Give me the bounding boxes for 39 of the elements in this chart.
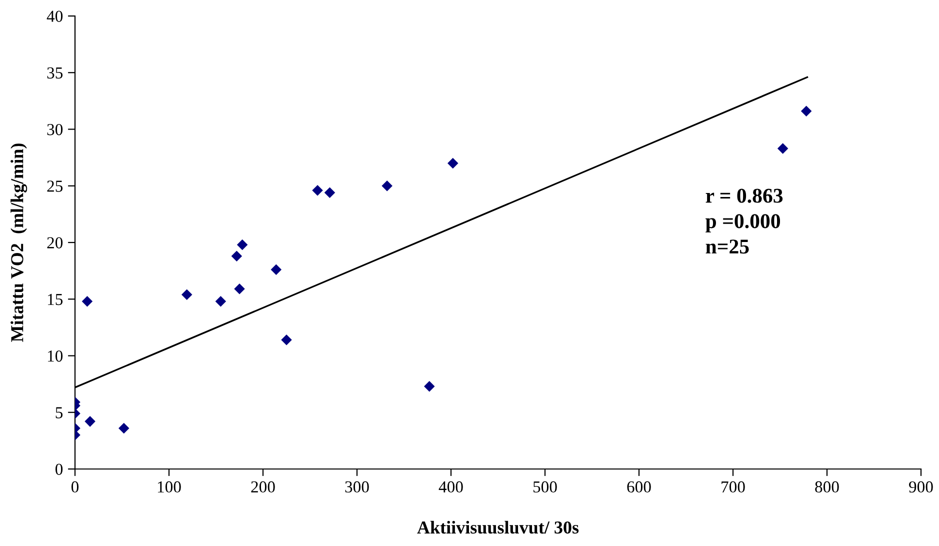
point xyxy=(118,422,130,434)
point xyxy=(231,250,242,262)
point xyxy=(181,289,192,300)
y-tick-label: 35 xyxy=(47,67,63,79)
x-tick-label: 600 xyxy=(627,481,651,493)
y-tick-label: 5 xyxy=(56,407,63,418)
point xyxy=(82,296,93,307)
x-tick-label: 0 xyxy=(71,481,79,493)
point xyxy=(270,264,282,276)
point xyxy=(324,187,336,198)
point xyxy=(281,334,292,346)
point xyxy=(424,380,435,392)
y-tick-label: 25 xyxy=(47,180,63,192)
x-axis-title: Aktiivisuusluvut/ 30s xyxy=(417,520,579,534)
x-tick-label: 900 xyxy=(909,481,933,493)
y-tick-label: 30 xyxy=(47,124,63,136)
y-tick-label: 0 xyxy=(55,464,63,475)
y-tick-label: 10 xyxy=(48,350,63,362)
y-tick-label: 40 xyxy=(46,10,63,22)
point xyxy=(84,416,96,427)
x-tick-label: 200 xyxy=(251,481,275,493)
y-tick-label: 20 xyxy=(47,237,63,248)
y-tick-label: 15 xyxy=(48,294,63,306)
x-tick-label: 500 xyxy=(533,481,557,493)
y-axis-title: Mitattu VO2 (ml/kg/min) xyxy=(10,144,28,342)
point xyxy=(234,284,245,294)
point xyxy=(236,239,248,250)
x-tick-label: 100 xyxy=(158,481,181,493)
x-tick-label: 800 xyxy=(815,481,839,493)
point xyxy=(777,143,788,154)
annotation: r = 0.863 p =0.000 n=25 xyxy=(706,188,783,254)
x-tick-label: 300 xyxy=(345,481,369,493)
x-tick-label: 400 xyxy=(438,481,463,493)
point xyxy=(800,106,812,117)
point xyxy=(382,180,392,192)
point xyxy=(312,185,323,196)
point xyxy=(448,158,458,169)
point xyxy=(215,296,226,307)
x-tick-label: 700 xyxy=(722,481,745,493)
